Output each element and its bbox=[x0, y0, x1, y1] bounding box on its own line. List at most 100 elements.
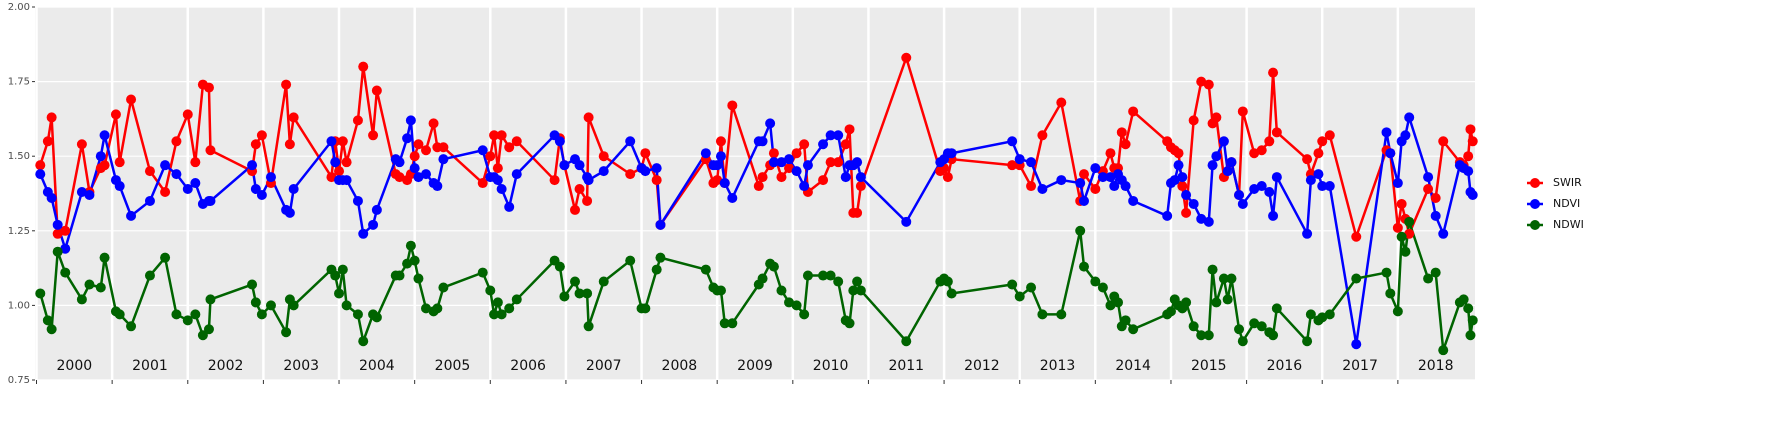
point bbox=[1222, 294, 1233, 305]
point bbox=[1120, 181, 1131, 192]
point bbox=[126, 321, 137, 332]
point bbox=[428, 118, 439, 129]
point bbox=[182, 184, 193, 195]
point bbox=[1385, 288, 1396, 299]
point bbox=[114, 181, 125, 192]
point bbox=[1181, 297, 1192, 308]
point bbox=[35, 160, 46, 171]
point bbox=[768, 261, 779, 272]
point bbox=[1467, 189, 1478, 200]
point bbox=[757, 273, 768, 284]
point bbox=[818, 139, 829, 150]
point bbox=[1438, 345, 1449, 356]
point bbox=[1188, 321, 1199, 332]
legend-point bbox=[1530, 220, 1540, 230]
point bbox=[144, 270, 155, 281]
point bbox=[205, 145, 216, 156]
point bbox=[1271, 127, 1282, 138]
point bbox=[1097, 172, 1108, 183]
point bbox=[776, 172, 787, 183]
point bbox=[942, 276, 953, 287]
point bbox=[1169, 175, 1180, 186]
point bbox=[625, 255, 636, 266]
point bbox=[1264, 187, 1275, 198]
point bbox=[1249, 318, 1260, 329]
point bbox=[1317, 181, 1328, 192]
point bbox=[1203, 216, 1214, 227]
point bbox=[1463, 303, 1474, 314]
point bbox=[818, 270, 829, 281]
point bbox=[1188, 115, 1199, 126]
point bbox=[1165, 306, 1176, 317]
point bbox=[901, 216, 912, 227]
point bbox=[1075, 178, 1086, 189]
point bbox=[60, 243, 71, 254]
point bbox=[574, 184, 585, 195]
point bbox=[1404, 112, 1415, 123]
point bbox=[1324, 181, 1335, 192]
point bbox=[1234, 189, 1245, 200]
point bbox=[946, 288, 957, 299]
point bbox=[1196, 330, 1207, 341]
point bbox=[1128, 195, 1139, 206]
point bbox=[76, 294, 87, 305]
point bbox=[651, 175, 662, 186]
point bbox=[1056, 309, 1067, 320]
point bbox=[42, 136, 53, 147]
point bbox=[504, 303, 515, 314]
point bbox=[1177, 172, 1188, 183]
point bbox=[330, 157, 341, 168]
point bbox=[409, 151, 420, 162]
point bbox=[76, 187, 87, 198]
point bbox=[1317, 136, 1328, 147]
point bbox=[190, 309, 201, 320]
year-label: 2002 bbox=[208, 358, 244, 374]
point bbox=[477, 145, 488, 156]
point bbox=[833, 130, 844, 141]
point bbox=[583, 175, 594, 186]
point bbox=[394, 172, 405, 183]
year-label: 2011 bbox=[888, 358, 924, 374]
point bbox=[791, 166, 802, 177]
point bbox=[205, 294, 216, 305]
y-tick-label: 1.00 bbox=[8, 300, 30, 311]
year-label: 2013 bbox=[1040, 358, 1076, 374]
point bbox=[1014, 154, 1025, 165]
point bbox=[848, 285, 859, 296]
year-label: 2003 bbox=[283, 358, 319, 374]
point bbox=[1381, 267, 1392, 278]
point bbox=[1465, 330, 1476, 341]
point bbox=[330, 270, 341, 281]
point bbox=[432, 303, 443, 314]
point bbox=[727, 192, 738, 203]
point bbox=[1226, 157, 1237, 168]
point bbox=[334, 288, 345, 299]
point bbox=[1207, 264, 1218, 275]
point bbox=[337, 264, 348, 275]
point bbox=[1305, 309, 1316, 320]
point bbox=[341, 175, 352, 186]
point bbox=[1211, 112, 1222, 123]
point bbox=[1465, 124, 1476, 135]
point bbox=[1188, 198, 1199, 209]
point bbox=[358, 61, 369, 72]
point bbox=[582, 288, 593, 299]
point bbox=[1256, 321, 1267, 332]
point bbox=[844, 318, 855, 329]
y-tick-label: 2.00 bbox=[8, 2, 30, 13]
point bbox=[712, 175, 723, 186]
point bbox=[1396, 198, 1407, 209]
point bbox=[281, 327, 292, 338]
point bbox=[1173, 148, 1184, 159]
year-label: 2015 bbox=[1191, 358, 1227, 374]
point bbox=[413, 273, 424, 284]
point bbox=[598, 276, 609, 287]
point bbox=[855, 285, 866, 296]
point bbox=[719, 178, 730, 189]
point bbox=[52, 246, 63, 257]
point bbox=[727, 318, 738, 329]
point bbox=[203, 82, 214, 93]
point bbox=[1423, 172, 1434, 183]
point bbox=[1271, 172, 1282, 183]
point bbox=[489, 130, 500, 141]
